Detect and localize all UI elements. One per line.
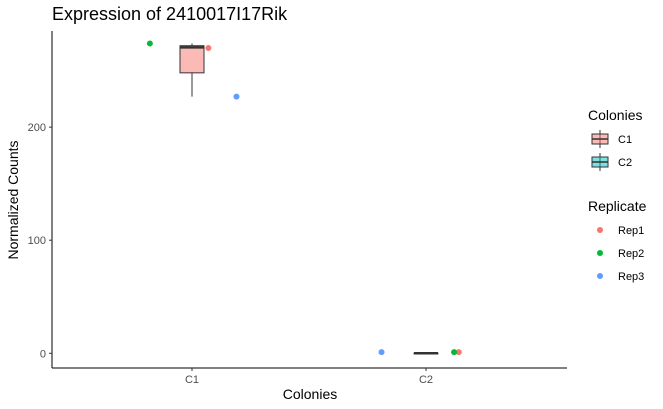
legend-label: Rep2: [618, 248, 644, 260]
data-point-c2-rep2: [451, 349, 458, 356]
legend-title: Colonies: [588, 107, 642, 123]
y-tick-label: 0: [40, 348, 46, 360]
legend-key-point: [597, 227, 603, 233]
legend-label: Rep3: [618, 271, 644, 283]
data-point-c1-rep2: [146, 40, 153, 47]
legend-label: C1: [618, 134, 632, 146]
legend-key-point: [597, 273, 603, 279]
legend-replicate: Replicate Rep1 Rep2 Rep3: [588, 198, 647, 283]
x-tick-label: C1: [185, 374, 199, 386]
data-point-c2-rep1: [455, 349, 462, 356]
y-axis-title: Normalized Counts: [5, 140, 21, 259]
chart-title: Expression of 2410017I17Rik: [52, 4, 288, 24]
y-tick-label: 100: [28, 235, 46, 247]
legend-key-point: [597, 250, 603, 256]
legend-colonies: Colonies C1 C2: [588, 107, 642, 171]
data-point-c1-rep1: [205, 44, 212, 51]
legend: Colonies C1 C2 Replicate Rep1 Rep2 Rep3: [588, 107, 647, 283]
legend-label: Rep1: [618, 225, 644, 237]
legend-title: Replicate: [588, 198, 647, 214]
box-c1: [179, 43, 205, 97]
legend-label: C2: [618, 157, 632, 169]
x-tick-label: C2: [419, 374, 433, 386]
data-point-c1-rep3: [233, 93, 240, 100]
box-c2: [413, 352, 439, 355]
data-point-c2-rep3: [378, 349, 385, 356]
box-body: [179, 45, 205, 74]
plot-area: 0 100 200 C1 C2: [28, 31, 567, 386]
x-axis-title: Colonies: [283, 386, 337, 402]
y-tick-label: 200: [28, 122, 46, 134]
